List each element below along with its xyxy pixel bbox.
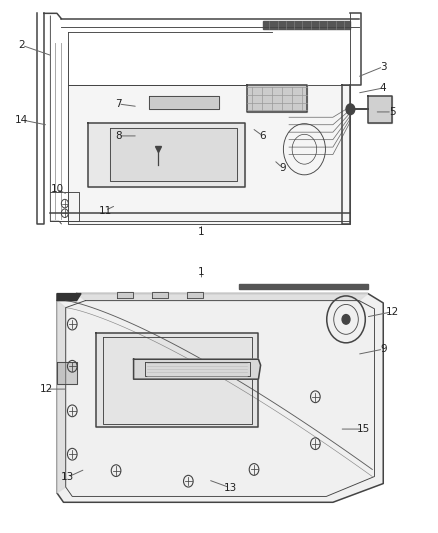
Text: 4: 4 bbox=[380, 83, 387, 93]
Text: 12: 12 bbox=[39, 384, 53, 394]
Text: 8: 8 bbox=[115, 131, 122, 141]
Polygon shape bbox=[134, 359, 261, 379]
Polygon shape bbox=[110, 128, 237, 181]
Text: 13: 13 bbox=[61, 472, 74, 482]
Polygon shape bbox=[57, 361, 77, 384]
Polygon shape bbox=[149, 96, 219, 109]
Text: 3: 3 bbox=[380, 62, 387, 71]
Text: 9: 9 bbox=[279, 163, 286, 173]
Text: 2: 2 bbox=[18, 41, 25, 50]
Text: 15: 15 bbox=[357, 424, 370, 434]
Polygon shape bbox=[57, 294, 383, 502]
Text: 5: 5 bbox=[389, 107, 396, 117]
Bar bbox=[187, 293, 203, 298]
Text: 10: 10 bbox=[50, 184, 64, 194]
Text: 14: 14 bbox=[15, 115, 28, 125]
Circle shape bbox=[346, 104, 355, 115]
Polygon shape bbox=[57, 301, 66, 493]
Circle shape bbox=[342, 314, 350, 324]
Polygon shape bbox=[96, 334, 258, 427]
Text: 7: 7 bbox=[115, 99, 122, 109]
Text: 1: 1 bbox=[198, 267, 205, 277]
Text: 6: 6 bbox=[259, 131, 266, 141]
Bar bbox=[117, 293, 133, 298]
Text: 11: 11 bbox=[99, 206, 112, 215]
Polygon shape bbox=[239, 284, 368, 289]
Text: 13: 13 bbox=[223, 483, 237, 492]
Polygon shape bbox=[263, 21, 350, 29]
Text: 1: 1 bbox=[198, 227, 205, 237]
Polygon shape bbox=[88, 123, 245, 187]
Polygon shape bbox=[77, 294, 368, 301]
Bar bbox=[152, 293, 168, 298]
Text: 12: 12 bbox=[385, 307, 399, 317]
Text: 9: 9 bbox=[380, 344, 387, 354]
Polygon shape bbox=[57, 294, 81, 301]
Polygon shape bbox=[368, 96, 392, 123]
Polygon shape bbox=[68, 85, 350, 224]
Polygon shape bbox=[247, 85, 307, 112]
